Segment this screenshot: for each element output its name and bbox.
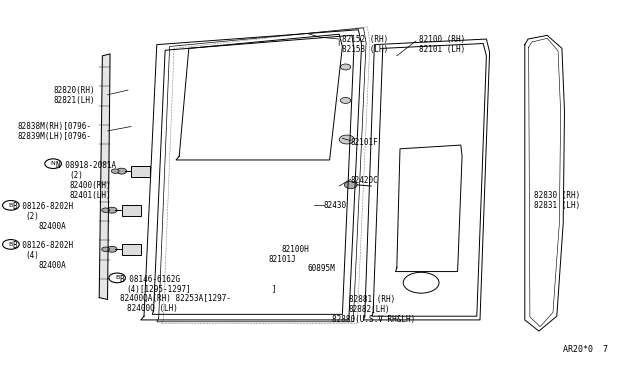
Text: (4)[1295-1297]: (4)[1295-1297] <box>127 285 191 294</box>
Text: 82821(LH): 82821(LH) <box>53 96 95 105</box>
Text: 82400QA(RH) 82253A[1297-: 82400QA(RH) 82253A[1297- <box>120 294 231 303</box>
Text: B: B <box>9 203 13 208</box>
Circle shape <box>344 181 357 189</box>
Text: AR20*0  7: AR20*0 7 <box>563 345 608 354</box>
Text: 82831 (LH): 82831 (LH) <box>534 201 580 210</box>
Text: 82400Q (LH): 82400Q (LH) <box>127 304 177 313</box>
Text: 82830 (RH): 82830 (RH) <box>534 191 580 200</box>
Text: (4): (4) <box>26 251 40 260</box>
Text: 82152 (RH): 82152 (RH) <box>342 35 388 44</box>
Text: B 08126-8202H: B 08126-8202H <box>13 241 73 250</box>
Bar <box>131 166 150 177</box>
Text: 82401(LH): 82401(LH) <box>69 191 111 200</box>
Text: B 08146-6162G: B 08146-6162G <box>120 275 180 283</box>
Text: 82420C: 82420C <box>351 176 378 185</box>
Circle shape <box>107 246 117 252</box>
Text: 82839M(LH)[0796-: 82839M(LH)[0796- <box>18 132 92 141</box>
Circle shape <box>340 97 351 103</box>
Text: 82400(RH): 82400(RH) <box>69 181 111 190</box>
Text: ]: ] <box>272 285 276 294</box>
Text: 82101J: 82101J <box>269 255 296 264</box>
Text: B 08126-8202H: B 08126-8202H <box>13 202 73 211</box>
Circle shape <box>107 207 117 213</box>
Circle shape <box>340 64 351 70</box>
Text: 82153 (LH): 82153 (LH) <box>342 45 388 54</box>
Text: 82838M(RH)[0796-: 82838M(RH)[0796- <box>18 122 92 131</box>
Polygon shape <box>99 54 110 299</box>
Text: B: B <box>115 275 119 280</box>
Circle shape <box>111 169 119 173</box>
Text: 82430: 82430 <box>323 201 346 210</box>
Text: 82400A: 82400A <box>38 261 66 270</box>
Bar <box>122 205 141 216</box>
Text: N: N <box>51 161 56 166</box>
Text: 82882(LH): 82882(LH) <box>349 305 390 314</box>
Text: 82881 (RH): 82881 (RH) <box>349 295 395 304</box>
Text: 82101 (LH): 82101 (LH) <box>419 45 465 54</box>
Text: B: B <box>9 242 13 247</box>
Text: 82100H: 82100H <box>282 245 309 254</box>
Text: 82101F: 82101F <box>351 138 378 147</box>
Text: 82880(U.S.V RH&LH): 82880(U.S.V RH&LH) <box>332 315 415 324</box>
Text: (2): (2) <box>26 212 40 221</box>
Circle shape <box>116 168 127 174</box>
Text: 82820(RH): 82820(RH) <box>53 86 95 94</box>
Circle shape <box>339 135 355 144</box>
Text: (2): (2) <box>69 171 83 180</box>
Text: N 08918-2081A: N 08918-2081A <box>56 161 116 170</box>
Text: 60895M: 60895M <box>307 264 335 273</box>
Bar <box>122 244 141 255</box>
Text: 82400A: 82400A <box>38 222 66 231</box>
Circle shape <box>102 247 109 251</box>
Text: 82100 (RH): 82100 (RH) <box>419 35 465 44</box>
Circle shape <box>102 208 109 212</box>
